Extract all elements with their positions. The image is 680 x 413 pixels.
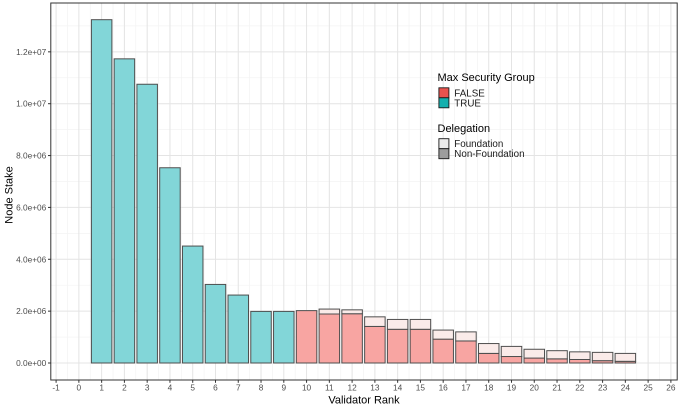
svg-text:-1: -1	[52, 383, 60, 393]
svg-text:23: 23	[598, 383, 608, 393]
svg-text:6: 6	[213, 383, 218, 393]
svg-text:18: 18	[484, 383, 494, 393]
svg-text:11: 11	[325, 383, 334, 393]
svg-text:1: 1	[99, 383, 104, 393]
svg-text:26: 26	[666, 383, 676, 393]
svg-text:6.0e+06: 6.0e+06	[16, 202, 47, 212]
svg-text:1.2e+07: 1.2e+07	[16, 47, 47, 57]
svg-text:17: 17	[461, 383, 471, 393]
svg-text:24: 24	[621, 383, 631, 393]
svg-text:4: 4	[168, 383, 173, 393]
svg-text:20: 20	[530, 383, 540, 393]
svg-text:2.0e+06: 2.0e+06	[16, 306, 47, 316]
svg-text:1.0e+07: 1.0e+07	[16, 99, 47, 109]
svg-text:0: 0	[77, 383, 82, 393]
svg-text:Non-Foundation: Non-Foundation	[454, 149, 524, 160]
svg-text:25: 25	[644, 383, 654, 393]
svg-text:Validator Rank: Validator Rank	[328, 395, 400, 407]
svg-text:15: 15	[416, 383, 426, 393]
svg-text:Foundation: Foundation	[454, 139, 503, 150]
svg-text:16: 16	[439, 383, 449, 393]
svg-text:TRUE: TRUE	[454, 98, 481, 109]
svg-text:14: 14	[393, 383, 403, 393]
svg-text:Node Stake: Node Stake	[4, 166, 16, 223]
svg-text:4.0e+06: 4.0e+06	[16, 254, 47, 264]
svg-text:19: 19	[507, 383, 517, 393]
svg-text:5: 5	[190, 383, 195, 393]
svg-text:10: 10	[302, 383, 312, 393]
svg-text:2: 2	[122, 383, 127, 393]
svg-text:13: 13	[370, 383, 380, 393]
svg-text:Delegation: Delegation	[438, 123, 491, 135]
svg-text:21: 21	[552, 383, 562, 393]
svg-text:Max Security Group: Max Security Group	[438, 72, 535, 84]
svg-text:7: 7	[236, 383, 241, 393]
svg-text:FALSE: FALSE	[454, 88, 485, 99]
svg-text:3: 3	[145, 383, 150, 393]
svg-text:12: 12	[347, 383, 357, 393]
svg-text:9: 9	[281, 383, 286, 393]
svg-text:8: 8	[259, 383, 264, 393]
svg-text:22: 22	[575, 383, 585, 393]
svg-text:8.0e+06: 8.0e+06	[16, 151, 47, 161]
svg-text:0.0e+00: 0.0e+00	[16, 358, 47, 368]
